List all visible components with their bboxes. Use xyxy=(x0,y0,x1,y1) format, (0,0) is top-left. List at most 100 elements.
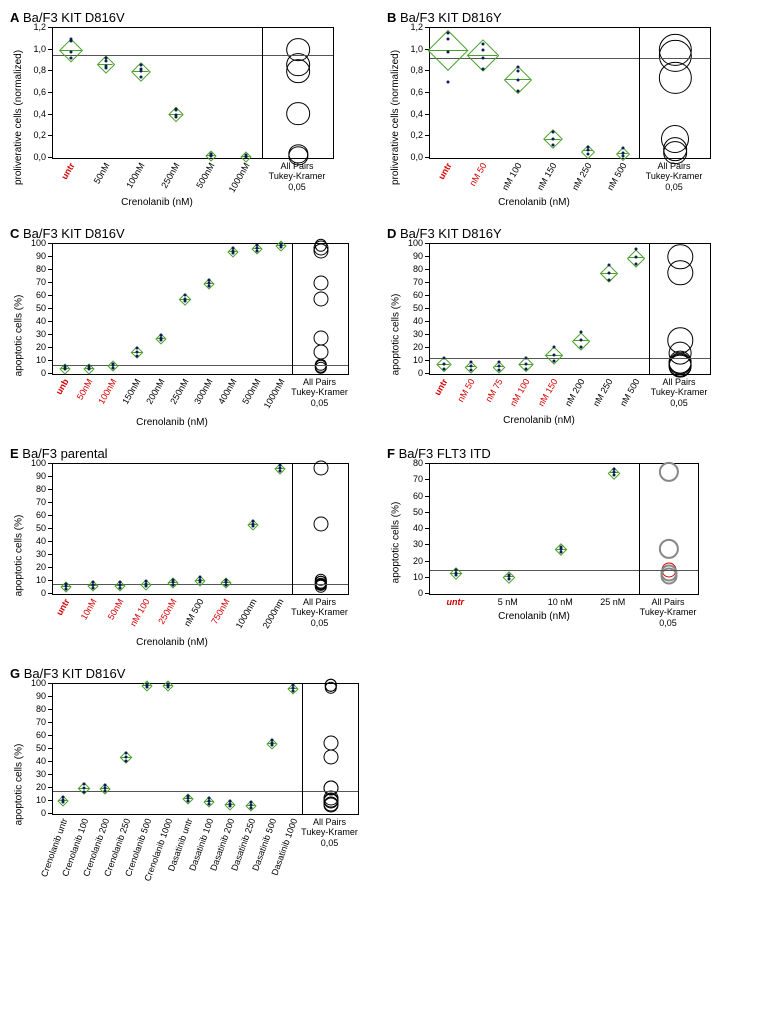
data-point xyxy=(112,362,115,365)
data-point xyxy=(442,367,445,370)
compare-panel xyxy=(262,28,333,158)
y-tick-label: 0,8 xyxy=(33,65,46,75)
data-point xyxy=(65,582,68,585)
x-tick-label: 150 nM xyxy=(551,377,560,382)
data-point xyxy=(516,89,519,92)
tukey-circle xyxy=(323,735,338,750)
x-tick-label: untr xyxy=(445,161,454,166)
data-point xyxy=(104,789,107,792)
data-point xyxy=(160,334,163,337)
x-tick-label: 5 nM xyxy=(498,597,518,607)
compare-label: All PairsTukey-Kramer0,05 xyxy=(301,817,358,848)
data-point xyxy=(104,784,107,787)
y-tick-label: 0 xyxy=(418,368,423,378)
data-point xyxy=(118,581,121,584)
y-tick-label: 0,8 xyxy=(410,65,423,75)
x-axis-label: Crenolanib (nM) xyxy=(429,611,639,622)
data-point xyxy=(612,474,615,477)
data-point xyxy=(481,43,484,46)
data-point xyxy=(280,243,283,246)
y-axis-label: apoptotic cells (%) xyxy=(14,515,25,597)
data-point xyxy=(635,248,638,251)
y-tick-label: 30 xyxy=(413,539,423,549)
tukey-circle xyxy=(659,62,691,94)
x-tick-label: 2000nm xyxy=(277,597,286,602)
y-tick-label: 20 xyxy=(36,562,46,572)
data-point xyxy=(112,366,115,369)
data-point xyxy=(621,151,624,154)
y-tick-label: 80 xyxy=(413,458,423,468)
y-tick-label: 40 xyxy=(413,523,423,533)
x-tick-label: 300nM xyxy=(206,377,215,382)
tukey-circle xyxy=(286,102,310,126)
y-tick-label: 40 xyxy=(36,536,46,546)
x-tick-label: untr xyxy=(441,377,450,382)
data-point xyxy=(124,759,127,762)
x-axis-label: Crenolanib (nM) xyxy=(52,197,262,208)
plot-area xyxy=(430,28,639,158)
data-point xyxy=(470,369,473,372)
data-point xyxy=(525,362,528,365)
y-axis-label: apoptotic cells (%) xyxy=(14,743,25,825)
data-point xyxy=(278,466,281,469)
y-tick-label: 80 xyxy=(36,704,46,714)
panel-f: F Ba/F3 FLT3 ITDapoptotic cells (%)01020… xyxy=(387,446,748,648)
data-point xyxy=(229,800,232,803)
data-point xyxy=(635,256,638,259)
data-point xyxy=(172,581,175,584)
data-point xyxy=(580,345,583,348)
data-point xyxy=(160,339,163,342)
data-point xyxy=(560,550,563,553)
panel-a: A Ba/F3 KIT D816Vproliverative cells (no… xyxy=(10,10,371,208)
data-point xyxy=(497,361,500,364)
data-point xyxy=(291,689,294,692)
compare-panel xyxy=(292,244,348,374)
y-tick-label: 0,2 xyxy=(33,130,46,140)
data-point xyxy=(208,802,211,805)
y-tick-label: 0,4 xyxy=(410,109,423,119)
data-point xyxy=(270,744,273,747)
y-tick-label: 60 xyxy=(36,290,46,300)
data-point xyxy=(187,797,190,800)
compare-panel xyxy=(639,464,698,594)
y-tick-label: 50 xyxy=(413,303,423,313)
data-point xyxy=(551,144,554,147)
y-tick-label: 10 xyxy=(36,795,46,805)
y-tick-label: 60 xyxy=(413,491,423,501)
data-point xyxy=(621,147,624,150)
y-tick-label: 40 xyxy=(36,316,46,326)
data-point xyxy=(104,57,107,60)
data-point xyxy=(446,50,449,53)
data-point xyxy=(208,279,211,282)
data-point xyxy=(136,354,139,357)
data-point xyxy=(612,471,615,474)
data-point xyxy=(497,369,500,372)
data-point xyxy=(586,146,589,149)
data-point xyxy=(198,576,201,579)
tukey-circle xyxy=(659,462,679,482)
panel-c: C Ba/F3 KIT D816Vapoptotic cells (%)0102… xyxy=(10,226,371,428)
y-tick-label: 10 xyxy=(36,575,46,585)
y-tick-label: 50 xyxy=(413,507,423,517)
y-tick-label: 60 xyxy=(413,290,423,300)
x-tick-label: 250nM xyxy=(182,377,191,382)
y-tick-label: 20 xyxy=(36,342,46,352)
panel-b: B Ba/F3 KIT D816Yproliverative cells (no… xyxy=(387,10,748,208)
x-tick-label: 250 nM xyxy=(606,377,615,382)
y-tick-label: 1,0 xyxy=(410,44,423,54)
x-tick-label: 200 nM xyxy=(578,377,587,382)
data-point xyxy=(92,583,95,586)
data-point xyxy=(244,153,247,156)
data-point xyxy=(145,585,148,588)
data-point xyxy=(187,800,190,803)
data-point xyxy=(225,583,228,586)
data-point xyxy=(104,787,107,790)
data-point xyxy=(69,37,72,40)
data-point xyxy=(516,70,519,73)
x-tick-label: 10 nM xyxy=(548,597,573,607)
data-point xyxy=(470,361,473,364)
data-point xyxy=(64,365,67,368)
data-point xyxy=(172,583,175,586)
y-tick-label: 80 xyxy=(413,264,423,274)
panel-e: E Ba/F3 parentalapoptotic cells (%)01020… xyxy=(10,446,371,648)
